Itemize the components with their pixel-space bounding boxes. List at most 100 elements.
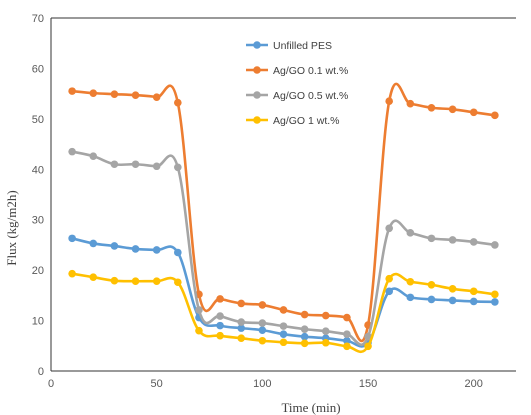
series-line [71,237,495,348]
x-tick-label: 0 [48,378,54,390]
data-point [406,99,415,108]
data-point [89,273,98,282]
data-point [110,160,119,169]
data-point [89,239,98,248]
data-point [448,105,457,114]
series-2 [68,82,499,343]
data-point [68,269,76,278]
data-point [110,242,119,250]
data-point [469,108,478,117]
data-point [110,276,119,285]
data-point [152,246,161,254]
data-point [237,299,246,308]
data-point [427,295,436,304]
data-point [343,336,351,345]
data-point [237,334,246,343]
y-tick-label: 40 [32,164,44,176]
data-point [152,93,161,101]
data-point [237,318,246,326]
data-point [300,325,309,333]
series-3 [68,147,499,346]
data-point [448,285,457,293]
data-point [216,312,224,320]
axes [50,17,516,372]
data-point [279,338,288,347]
data-point [279,306,288,314]
series-4 [68,269,499,354]
legend-label: Unfilled PES [273,40,332,52]
data-point [385,97,393,106]
y-tick-label: 50 [32,114,44,126]
data-point [406,229,415,237]
data-point [300,339,309,348]
legend: Unfilled PES Ag/GO 0.1 wt.% Ag/GO 0.5 wt.%… [246,40,348,127]
y-tick-label: 60 [32,63,44,75]
x-tick-label: 150 [359,378,377,390]
legend-label: Ag/GO 0.5 wt.% [273,90,348,102]
data-point [364,342,372,351]
y-tick-label: 0 [38,366,44,378]
y-axis-title: Flux (kg/m2h) [4,190,19,265]
data-point [364,332,372,341]
series-group [68,82,499,354]
data-point [131,160,140,169]
data-point [258,336,267,345]
data-point [279,322,288,330]
legend-swatch-marker [253,66,261,74]
data-point [300,332,309,341]
data-point [216,331,224,340]
data-point [427,103,436,112]
data-point [427,280,436,289]
data-point [300,310,309,319]
data-point [89,89,98,97]
legend-item: Ag/GO 0.1 wt.% [246,65,348,77]
legend-item: Ag/GO 0.5 wt.% [246,90,348,102]
data-point [385,224,393,233]
data-point [448,296,457,305]
data-point [258,319,267,327]
data-point [258,326,267,334]
data-point [343,330,351,338]
data-point [152,162,161,171]
data-point [279,330,288,338]
data-point [68,147,76,156]
series-1 [68,234,499,348]
data-point [343,313,351,322]
data-point [321,327,330,335]
x-tick-label: 50 [151,378,163,390]
data-point [216,295,224,303]
data-point [174,278,182,287]
data-point [131,91,140,99]
data-point [491,290,499,299]
data-point [321,338,330,347]
data-point [152,277,161,286]
legend-item: Unfilled PES [246,40,332,52]
legend-swatch-marker [253,41,261,49]
data-point [448,236,457,244]
data-point [174,163,182,172]
data-point [68,234,76,243]
x-axis-title: Time (min) [281,400,340,415]
data-point [469,287,478,296]
data-point [174,248,182,257]
data-point [385,274,393,283]
data-point [321,311,330,320]
data-point [491,241,499,249]
x-tick-labels: 0 50 100 150 200 [48,378,483,390]
data-point [68,87,76,95]
legend-swatch-marker [253,91,261,99]
y-tick-label: 70 [32,13,44,25]
data-point [491,111,499,120]
data-point [195,306,203,314]
data-point [216,321,224,330]
legend-item: Ag/GO 1 wt.% [246,115,340,127]
data-point [131,245,140,253]
data-point [174,98,182,107]
x-tick-label: 100 [253,378,271,390]
y-tick-label: 30 [32,215,44,227]
data-point [406,277,415,286]
data-point [131,277,140,286]
data-point [110,90,119,98]
data-point [385,287,393,296]
